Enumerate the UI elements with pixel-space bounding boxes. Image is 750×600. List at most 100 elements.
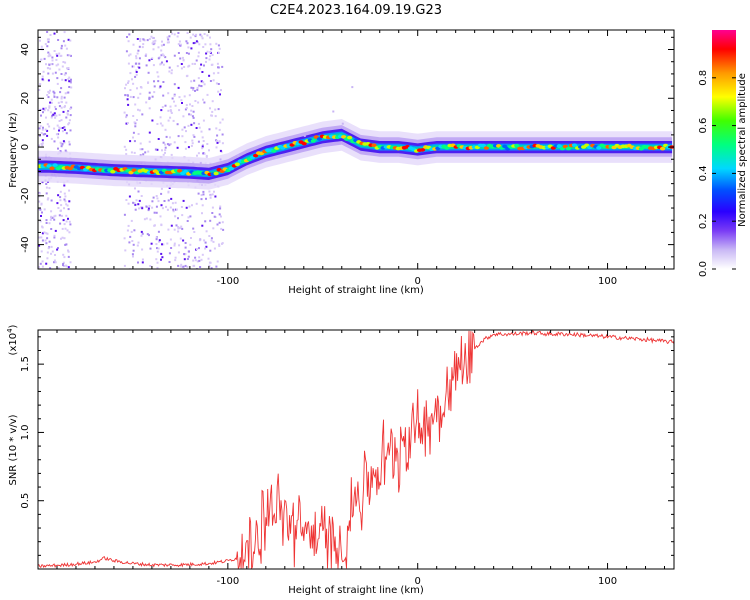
noise-point xyxy=(125,116,128,119)
ridge-point xyxy=(596,146,602,150)
noise-point xyxy=(157,247,160,250)
noise-point xyxy=(188,113,191,116)
noise-point xyxy=(221,118,224,121)
noise-point xyxy=(201,71,204,73)
noise-point xyxy=(207,257,210,260)
noise-point xyxy=(151,57,154,60)
noise-point xyxy=(147,209,150,212)
noise-point xyxy=(168,35,171,38)
noise-point xyxy=(164,143,167,146)
noise-point xyxy=(141,148,144,151)
noise-point xyxy=(197,122,200,125)
x-tick-label: -100 xyxy=(216,576,239,587)
noise-point xyxy=(217,51,220,54)
noise-point xyxy=(169,116,172,119)
noise-point xyxy=(195,59,198,62)
noise-point xyxy=(56,124,59,127)
noise-point xyxy=(132,255,134,258)
noise-point xyxy=(132,65,135,68)
ridge-point xyxy=(228,166,234,171)
ridge-point xyxy=(49,166,55,171)
noise-point xyxy=(57,101,60,104)
ridge-point xyxy=(483,146,489,150)
noise-point xyxy=(205,230,208,233)
noise-point xyxy=(218,140,221,143)
noise-point xyxy=(200,258,203,261)
noise-point xyxy=(125,83,128,86)
noise-point xyxy=(160,49,163,52)
noise-point xyxy=(198,84,201,87)
noise-point xyxy=(41,144,44,147)
noise-point xyxy=(218,245,221,247)
noise-point xyxy=(50,252,52,255)
noise-point xyxy=(51,216,54,219)
noise-point xyxy=(133,121,136,124)
y-tick-label: 20 xyxy=(20,92,31,105)
spectrogram-marks xyxy=(38,31,674,269)
noise-point xyxy=(159,116,162,119)
noise-point xyxy=(188,250,190,253)
noise-point xyxy=(184,108,187,111)
artifact-point xyxy=(332,110,335,113)
noise-point xyxy=(41,78,44,81)
noise-point xyxy=(169,105,172,108)
noise-point xyxy=(134,208,137,211)
ridge-point xyxy=(177,169,183,173)
noise-point xyxy=(170,247,173,249)
noise-point xyxy=(139,142,142,145)
ridge-point xyxy=(271,149,277,153)
noise-point xyxy=(64,92,67,95)
noise-point xyxy=(41,239,44,242)
noise-point xyxy=(40,114,42,117)
noise-point xyxy=(55,53,58,56)
noise-point xyxy=(68,119,71,122)
noise-point xyxy=(40,58,43,61)
noise-point xyxy=(168,144,171,147)
noise-point xyxy=(210,63,213,66)
noise-point xyxy=(215,265,218,268)
noise-point xyxy=(194,89,196,92)
noise-point xyxy=(154,39,157,42)
noise-point xyxy=(126,98,129,101)
noise-point xyxy=(135,55,138,58)
noise-point xyxy=(156,261,159,264)
noise-point xyxy=(164,146,167,149)
noise-point xyxy=(203,152,206,155)
noise-point xyxy=(203,239,206,242)
noise-point xyxy=(156,148,159,151)
noise-point xyxy=(141,261,144,264)
noise-point xyxy=(65,203,68,206)
noise-point xyxy=(124,94,127,97)
noise-point xyxy=(221,133,224,136)
noise-point xyxy=(160,204,163,207)
noise-point xyxy=(178,244,181,247)
noise-point xyxy=(190,144,193,147)
noise-point xyxy=(59,196,62,199)
noise-point xyxy=(202,193,205,196)
noise-point xyxy=(129,89,132,91)
colorbar-tick-label: 0.0 xyxy=(698,261,709,277)
noise-point xyxy=(198,126,201,129)
noise-point xyxy=(49,34,52,36)
noise-point xyxy=(173,54,176,57)
noise-point xyxy=(132,43,135,46)
noise-point xyxy=(145,64,148,67)
noise-point xyxy=(44,133,47,135)
noise-point xyxy=(141,248,144,251)
noise-point xyxy=(181,135,184,138)
noise-point xyxy=(208,235,211,237)
noise-point xyxy=(53,50,56,52)
noise-point xyxy=(60,44,63,47)
y-tick-label: 0.5 xyxy=(20,493,31,509)
noise-point xyxy=(57,39,60,41)
noise-point xyxy=(129,72,132,75)
noise-point xyxy=(46,123,49,126)
noise-point xyxy=(203,83,206,86)
noise-point xyxy=(41,232,44,235)
noise-point xyxy=(202,190,205,193)
noise-point xyxy=(180,67,183,70)
noise-point xyxy=(212,72,215,75)
noise-point xyxy=(136,38,139,40)
noise-point xyxy=(147,71,150,74)
noise-point xyxy=(135,71,138,73)
